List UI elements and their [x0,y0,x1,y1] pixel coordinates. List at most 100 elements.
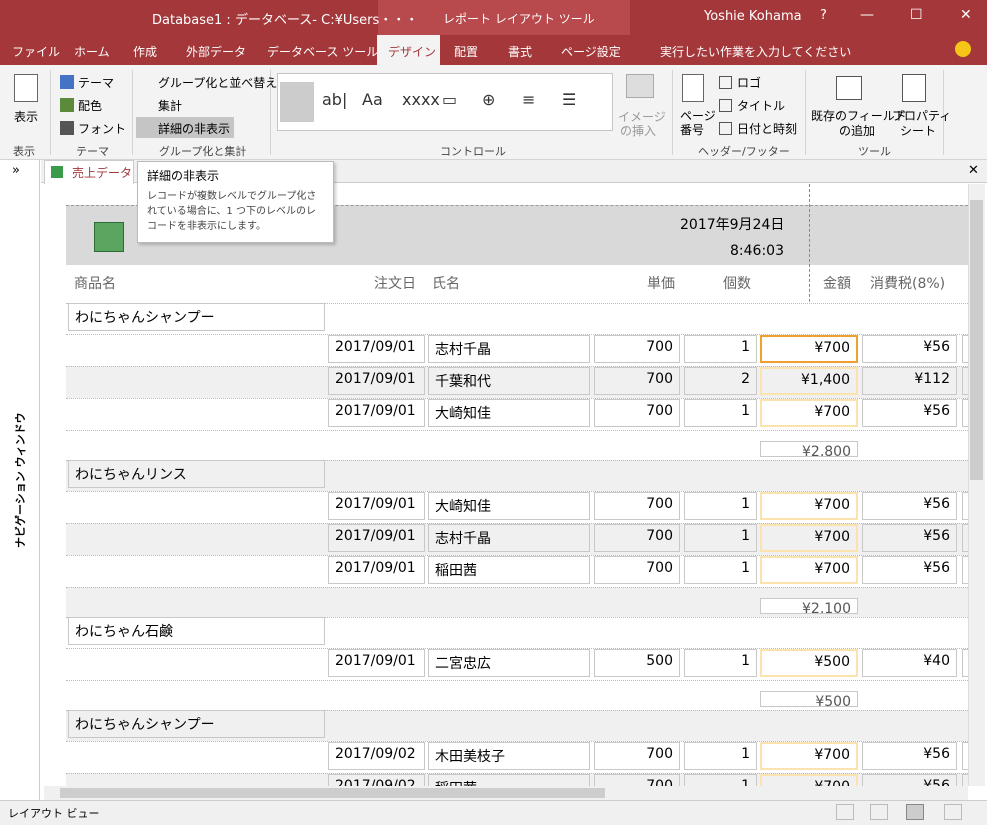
ribbon-button[interactable]: プロパティ [892,109,952,123]
group-name: わにちゃん石鹸 [68,617,325,645]
column-header: 消費税(8%) [870,276,946,292]
field: 1 [684,649,757,677]
tooltip [137,161,334,243]
selected-control [280,82,314,122]
group-name: わにちゃんシャンプー [68,303,325,331]
tooltip-line: れている場合に、1 つ下のレベルのレ [147,206,316,217]
v-thumb[interactable] [970,200,983,480]
ribbon-button[interactable]: の追加 [839,124,876,138]
field: 大崎知佳 [428,399,590,427]
field: ¥56 [862,524,957,552]
field: 大崎知佳 [428,492,590,520]
hover-highlight [136,117,234,138]
image-icon [626,74,654,98]
total-box: ¥2,800 [760,441,858,457]
field-stub [962,524,968,552]
column-header: 単価 [647,276,675,292]
tab[interactable]: 作成 [133,45,158,59]
search[interactable]: 実行したい作業を入力してください [660,45,852,59]
field: 700 [594,492,680,520]
field: ¥700 [760,399,858,427]
field: 700 [594,774,680,786]
field: ¥112 [862,367,957,395]
tooltip-line: コードを非表示にします。 [147,221,266,232]
ribbon-button[interactable]: ロゴ [737,76,762,90]
control-icon[interactable]: ≡ [522,90,536,109]
ribbon-button[interactable]: テーマ [78,76,115,90]
control-icon[interactable]: ⊕ [482,90,496,109]
field: 2017/09/01 [328,556,425,584]
field-stub [962,367,968,395]
window-button[interactable]: — [860,7,874,23]
field: ¥700 [760,335,858,363]
tab[interactable]: 書式 [508,45,533,59]
tab[interactable]: ホーム [74,45,110,59]
icon [60,75,74,89]
ribbon-button[interactable]: 番号 [680,123,705,137]
tooltip-title: 詳細の非表示 [147,169,220,183]
window-button[interactable]: ✕ [960,7,972,23]
field: ¥700 [760,742,858,770]
ribbon-button[interactable]: ページ [680,109,716,123]
control-icon[interactable]: xxxx [402,90,440,109]
column-header: 金額 [823,276,851,292]
help[interactable]: ? [820,8,827,23]
close-doc[interactable]: ✕ [968,163,979,178]
icon [719,122,732,135]
control-icon[interactable]: ab| [322,90,348,109]
icon [719,99,732,112]
tooltip-line: レコードが複数レベルでグループ化さ [147,191,317,202]
control-icon[interactable]: ▭ [442,90,458,109]
column-header: 注文日 [374,276,416,292]
window-button[interactable]: ☐ [910,7,923,23]
ribbon-button[interactable]: グループ化と並べ替え [158,76,278,90]
active-tab [377,35,440,66]
field: 木田美枝子 [428,742,590,770]
tab[interactable]: データベース ツール [267,45,379,59]
ribbon-button[interactable]: 日付と時刻 [737,122,798,136]
view-button[interactable] [944,804,962,820]
nav-expand[interactable]: » [12,163,20,178]
group-name: わにちゃんシャンプー [68,710,325,738]
ribbon-button[interactable]: 集計 [158,99,183,113]
h-thumb[interactable] [60,788,605,798]
total-value: ¥2,800 [802,444,851,457]
ribbon-button[interactable]: 詳細の非表示 [158,122,231,136]
field: 1 [684,492,757,520]
field-stub [962,492,968,520]
control-icon[interactable]: Aa [362,90,383,109]
field: 2017/09/01 [328,492,425,520]
field: 700 [594,524,680,552]
field: 700 [594,399,680,427]
field: ¥500 [760,649,858,677]
total-box: ¥2,100 [760,598,858,614]
view-button[interactable] [870,804,888,820]
ribbon-button[interactable]: 表示 [14,110,39,124]
view-button[interactable] [836,804,854,820]
tab[interactable]: デザイン [388,45,437,59]
context-tool: レポート レイアウト ツール [443,12,595,26]
ribbon-button[interactable]: 配色 [78,99,103,113]
tab[interactable]: 配置 [454,45,479,59]
tab[interactable]: ファイル [12,45,61,59]
field: ¥700 [760,524,858,552]
group-label: 表示 [13,145,35,158]
ribbon-button[interactable]: タイトル [737,99,786,113]
ribbon-button-disabled: イメージ [618,110,666,124]
field: 千葉和代 [428,367,590,395]
group-label: テーマ [76,145,109,158]
tab[interactable]: 外部データ [186,45,247,59]
field: 2017/09/01 [328,399,425,427]
view-button[interactable] [906,804,924,820]
doc-tab-label[interactable]: 売上データ [72,166,133,180]
field: 1 [684,524,757,552]
ribbon-button[interactable]: 既存のフィールド [811,109,907,123]
control-icon[interactable]: ☰ [562,90,577,109]
field: ¥56 [862,774,957,786]
nav-pane[interactable] [0,160,40,800]
ribbon-button[interactable]: フォント [78,122,127,136]
field: 2 [684,367,757,395]
tab[interactable]: ページ設定 [561,45,621,59]
ribbon-button[interactable]: シート [900,124,937,138]
